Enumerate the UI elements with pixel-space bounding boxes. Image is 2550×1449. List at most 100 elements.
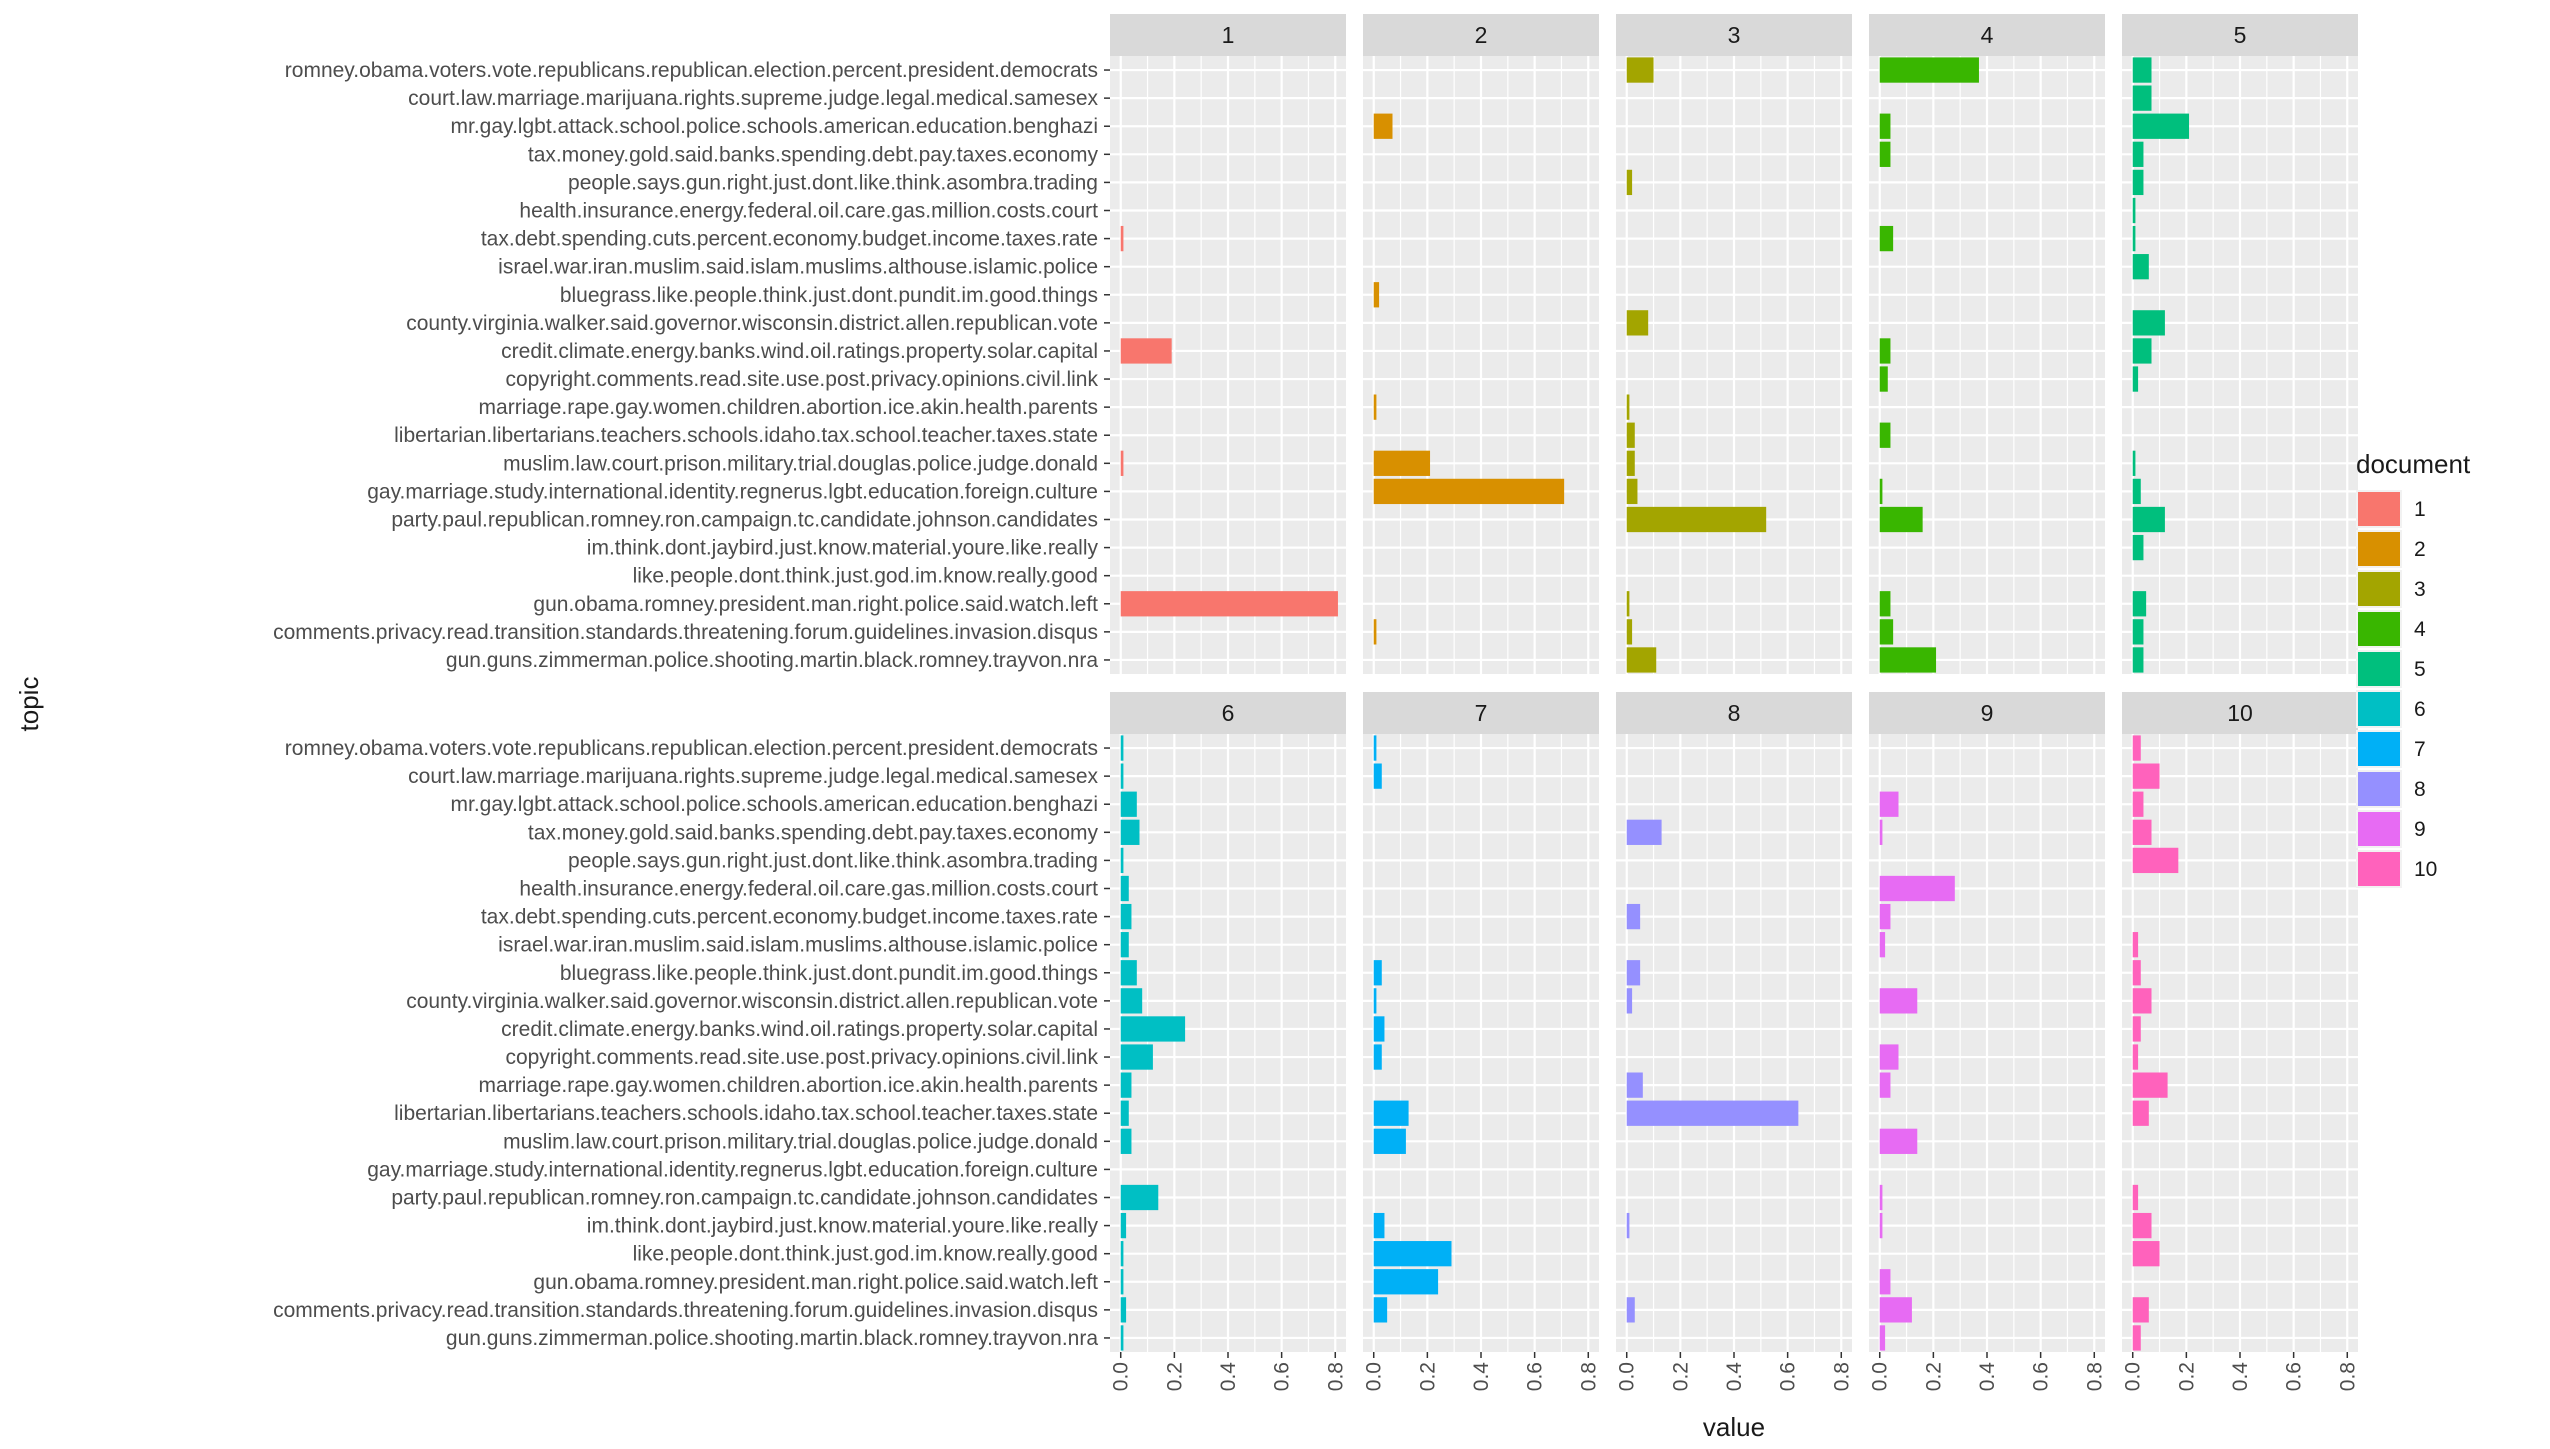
- y-tick-label: tax.money.gold.said.banks.spending.debt.…: [528, 143, 1099, 166]
- bar-doc3-topic15: [1626, 450, 1635, 476]
- y-tick-label: israel.war.iran.muslim.said.islam.muslim…: [498, 934, 1098, 957]
- bar-doc6-topic10: [1120, 988, 1143, 1014]
- bar-doc10-topic12: [2132, 1044, 2139, 1070]
- y-tick-label: bluegrass.like.people.think.just.dont.pu…: [560, 284, 1098, 307]
- bar-doc10-topic17: [2132, 1184, 2139, 1211]
- y-tick-label: county.virginia.walker.said.governor.wis…: [406, 990, 1098, 1013]
- bar-doc6-topic3: [1120, 791, 1137, 817]
- bar-doc4-topic7: [1879, 225, 1894, 252]
- legend-key-6: [2358, 692, 2400, 726]
- y-tick-label: bluegrass.like.people.think.just.dont.pu…: [560, 962, 1098, 985]
- legend-label: 8: [2414, 778, 2426, 801]
- y-tick-label: like.people.dont.think.just.god.im.know.…: [633, 1243, 1098, 1266]
- bar-doc7-topic15: [1373, 1128, 1406, 1154]
- bar-doc4-topic11: [1879, 338, 1891, 364]
- legend-label: 2: [2414, 538, 2426, 561]
- bar-doc6-topic5: [1120, 847, 1124, 874]
- bar-doc9-topic13: [1879, 1072, 1891, 1098]
- bar-doc9-topic3: [1879, 791, 1899, 817]
- x-tick-label: 0.0: [1110, 1362, 1133, 1391]
- bar-doc5-topic5: [2132, 169, 2144, 196]
- y-tick-label: party.paul.republican.romney.ron.campaig…: [391, 1187, 1098, 1210]
- y-axis-title: topic: [14, 677, 44, 732]
- bar-doc7-topic18: [1373, 1212, 1385, 1239]
- legend-label: 10: [2414, 858, 2437, 881]
- x-tick-label: 0.2: [1163, 1362, 1186, 1391]
- bar-doc7-topic11: [1373, 1016, 1385, 1042]
- legend-label: 1: [2414, 498, 2426, 521]
- y-tick-label: romney.obama.voters.vote.republicans.rep…: [285, 59, 1098, 82]
- x-tick-label: 0.0: [1869, 1362, 1892, 1391]
- bar-doc6-topic9: [1120, 960, 1137, 986]
- bar-doc6-topic6: [1120, 875, 1129, 902]
- legend-key-7: [2358, 732, 2400, 766]
- bar-doc6-topic14: [1120, 1100, 1129, 1126]
- bar-doc10-topic19: [2132, 1241, 2160, 1267]
- y-tick-label: gun.guns.zimmerman.police.shooting.marti…: [446, 1327, 1098, 1350]
- bar-doc8-topic18: [1626, 1212, 1630, 1239]
- x-tick-label: 0.4: [2229, 1362, 2252, 1392]
- y-tick-label: gun.obama.romney.president.man.right.pol…: [533, 593, 1098, 616]
- y-tick-label: credit.climate.energy.banks.wind.oil.rat…: [501, 340, 1098, 363]
- x-tick-label: 0.0: [1616, 1362, 1639, 1391]
- bar-doc3-topic20: [1626, 591, 1630, 617]
- bar-doc5-topic17: [2132, 506, 2165, 533]
- bar-doc5-topic15: [2132, 450, 2136, 476]
- x-tick-label: 0.2: [1922, 1362, 1945, 1391]
- bar-doc2-topic13: [1373, 394, 1377, 420]
- y-tick-label: mr.gay.lgbt.attack.school.police.schools…: [451, 793, 1098, 816]
- y-tick-label: health.insurance.energy.federal.oil.care…: [519, 878, 1098, 901]
- bar-doc5-topic12: [2132, 366, 2139, 392]
- x-tick-label: 0.0: [2122, 1362, 2145, 1391]
- legend-key-2: [2358, 532, 2400, 566]
- bar-doc5-topic20: [2132, 591, 2147, 617]
- y-tick-label: libertarian.libertarians.teachers.school…: [394, 424, 1098, 447]
- facet-strip-1: [1110, 14, 1346, 56]
- y-tick-label: im.think.dont.jaybird.just.know.material…: [587, 1215, 1099, 1238]
- x-tick-label: 0.2: [1416, 1362, 1439, 1391]
- bar-doc10-topic11: [2132, 1016, 2141, 1042]
- bar-doc8-topic4: [1626, 819, 1662, 845]
- bar-doc3-topic1: [1626, 57, 1654, 83]
- bar-doc9-topic10: [1879, 988, 1918, 1014]
- bar-doc3-topic13: [1626, 394, 1630, 420]
- bar-doc10-topic10: [2132, 988, 2152, 1014]
- bar-doc6-topic19: [1120, 1241, 1124, 1267]
- y-tick-label: comments.privacy.read.transition.standar…: [273, 1299, 1098, 1322]
- bar-doc2-topic21: [1373, 619, 1377, 645]
- y-tick-label: gun.guns.zimmerman.police.shooting.marti…: [446, 649, 1098, 672]
- bar-doc9-topic4: [1879, 819, 1883, 845]
- x-tick-label: 0.6: [1777, 1362, 1800, 1391]
- bar-doc4-topic21: [1879, 619, 1894, 645]
- bar-doc9-topic12: [1879, 1044, 1899, 1070]
- bar-doc4-topic20: [1879, 591, 1891, 617]
- legend-label: 9: [2414, 818, 2426, 841]
- x-tick-label: 0.4: [1217, 1362, 1240, 1392]
- x-tick-label: 0.6: [2030, 1362, 2053, 1391]
- bar-doc6-topic8: [1120, 932, 1129, 958]
- y-tick-label: people.says.gun.right.just.dont.like.thi…: [568, 171, 1098, 194]
- bar-doc9-topic22: [1879, 1325, 1886, 1351]
- y-tick-label: comments.privacy.read.transition.standar…: [273, 621, 1098, 644]
- facet-strip-10: [2122, 692, 2358, 734]
- legend-label: 6: [2414, 698, 2426, 721]
- x-tick-label: 0.8: [2336, 1362, 2359, 1391]
- bar-doc4-topic4: [1879, 141, 1891, 167]
- y-tick-label: county.virginia.walker.said.governor.wis…: [406, 312, 1098, 335]
- y-tick-label: marriage.rape.gay.women.children.abortio…: [479, 1074, 1098, 1097]
- bar-doc6-topic17: [1120, 1184, 1159, 1211]
- bar-doc10-topic3: [2132, 791, 2144, 817]
- bar-doc5-topic8: [2132, 254, 2149, 280]
- bar-doc5-topic22: [2132, 647, 2144, 673]
- legend-key-3: [2358, 572, 2400, 606]
- legend-title: document: [2356, 449, 2471, 479]
- bar-doc4-topic16: [1879, 478, 1883, 505]
- facet-strip-label: 10: [2227, 700, 2253, 726]
- bar-doc9-topic8: [1879, 932, 1886, 958]
- bar-doc7-topic2: [1373, 763, 1382, 789]
- y-tick-label: marriage.rape.gay.women.children.abortio…: [479, 396, 1098, 419]
- bar-doc9-topic18: [1879, 1212, 1883, 1239]
- bar-doc9-topic6: [1879, 875, 1955, 902]
- bar-doc4-topic17: [1879, 506, 1923, 533]
